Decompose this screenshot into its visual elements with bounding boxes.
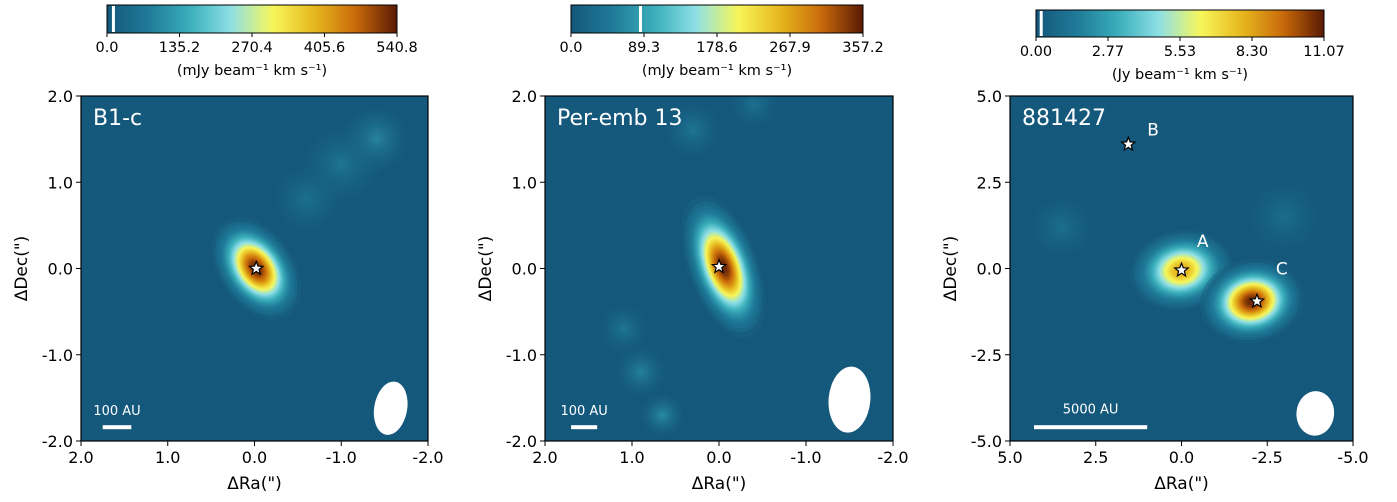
source-label: C xyxy=(1276,260,1288,280)
panel-per-emb-13: 0.0 89.3 178.6 267.9 357.2 2.0 1.0 0.0 -1.0 -2.0… xyxy=(476,4,909,494)
y-axis-label: ΔDec(") xyxy=(12,236,32,302)
y-tick-label: 0.0 xyxy=(512,260,537,279)
colorbar-tick-label: 267.9 xyxy=(769,40,811,56)
y-tick-label: 1.0 xyxy=(48,173,73,192)
axes: 2.0 1.0 0.0 -1.0 -2.0 -2.0 -1.0 0.0 1.0 2.0 xyxy=(506,87,909,467)
colorbar-tick-label: 5.53 xyxy=(1164,44,1196,60)
star-marker xyxy=(1248,292,1266,309)
star-marker xyxy=(247,259,265,276)
panel-label: B1-c xyxy=(93,106,142,131)
x-tick-label: 2.0 xyxy=(532,448,557,467)
y-axis-label: ΔDec(") xyxy=(941,236,961,302)
panel-881427: 0.00 2.77 5.53 8.30 11.07 A C B 5.0 2.5 0.0 -2.5 -… xyxy=(941,9,1369,494)
colorbar-tick-label: 0.0 xyxy=(95,40,118,56)
axes: 5.0 2.5 0.0 -2.5 -5.0 -5.0 -2.5 0.0 2.5 5.0 xyxy=(971,87,1369,467)
y-tick-label: -2.5 xyxy=(971,346,1002,365)
beam-ellipse xyxy=(1296,391,1335,436)
colorbar-tick-label: 357.2 xyxy=(842,40,884,56)
x-axis-label: ΔRa(") xyxy=(692,474,747,494)
colorbar: 0.00 2.77 5.53 8.30 11.07 xyxy=(1020,9,1345,60)
x-tick-label: -2.0 xyxy=(412,448,443,467)
colorbar-label: (mJy beam⁻¹ km s⁻¹) xyxy=(642,63,792,79)
panel-b1-c: 0.0 135.2 270.4 405.6 540.8 2.0 1.0 0.0 -1.0 -2.… xyxy=(12,4,444,494)
y-tick-label: 2.0 xyxy=(512,87,537,106)
y-tick-label: -2.0 xyxy=(42,432,73,451)
panel-label: Per-emb 13 xyxy=(557,106,683,131)
x-tick-label: 5.0 xyxy=(997,448,1022,467)
y-tick-label: 1.0 xyxy=(512,173,537,192)
colorbar-tick-label: 0.00 xyxy=(1020,44,1052,60)
star-marker xyxy=(1173,261,1190,278)
colorbar-tick-label: 2.77 xyxy=(1092,44,1124,60)
diffuse-emission xyxy=(1236,168,1333,265)
colorbar-tick-label: 0.0 xyxy=(559,40,582,56)
scalebar xyxy=(571,425,598,430)
x-tick-label: 0.0 xyxy=(242,448,267,467)
emission-source-c xyxy=(1199,259,1304,344)
y-tick-label: 5.0 xyxy=(977,87,1002,106)
diffuse-emission xyxy=(263,156,350,243)
x-tick-label: -1.0 xyxy=(326,448,357,467)
star-marker xyxy=(710,258,728,274)
colorbar-tick-label: 89.3 xyxy=(628,40,660,56)
colorbar-tick-label: 540.8 xyxy=(376,40,418,56)
beam-ellipse xyxy=(373,381,408,435)
star-marker xyxy=(1120,135,1137,152)
colorbar-tick-label: 270.4 xyxy=(231,40,273,56)
diffuse-emission xyxy=(636,389,689,441)
y-tick-label: -1.0 xyxy=(42,346,73,365)
colorbar-label: (Jy beam⁻¹ km s⁻¹) xyxy=(1112,67,1248,83)
x-tick-label: 0.0 xyxy=(1169,448,1194,467)
x-tick-label: -2.0 xyxy=(877,448,908,467)
source-label: B xyxy=(1147,121,1159,141)
diffuse-emission xyxy=(592,298,654,360)
scalebar-label: 5000 AU xyxy=(1063,402,1119,417)
x-tick-label: 1.0 xyxy=(619,448,644,467)
colorbar-gradient xyxy=(570,4,864,34)
diffuse-emission xyxy=(658,96,728,166)
y-axis-label: ΔDec(") xyxy=(476,236,496,302)
beam-ellipse xyxy=(828,366,871,433)
diffuse-emission xyxy=(723,96,785,136)
colorbar-tick-label: 178.6 xyxy=(696,40,738,56)
x-tick-label: -1.0 xyxy=(790,448,821,467)
scalebar-label: 100 AU xyxy=(560,404,607,419)
colorbar: 0.0 89.3 178.6 267.9 357.2 xyxy=(559,4,884,56)
colorbar-label: (mJy beam⁻¹ km s⁻¹) xyxy=(177,63,327,79)
colorbar-gradient xyxy=(106,4,398,34)
x-tick-label: 0.0 xyxy=(706,448,731,467)
colorbar-tick-label: 11.07 xyxy=(1303,44,1345,60)
x-tick-label: -5.0 xyxy=(1337,448,1368,467)
intensity-map xyxy=(81,96,428,441)
y-tick-label: 0.0 xyxy=(48,260,73,279)
colorbar: 0.0 135.2 270.4 405.6 540.8 xyxy=(95,4,418,56)
intensity-map: A C B xyxy=(1010,96,1353,441)
scalebar xyxy=(1034,425,1148,430)
x-tick-label: 2.5 xyxy=(1083,448,1108,467)
y-tick-label: -2.0 xyxy=(506,432,537,451)
x-tick-label: 2.0 xyxy=(68,448,93,467)
colorbar-gradient xyxy=(1035,9,1325,38)
scalebar-label: 100 AU xyxy=(93,404,140,419)
y-tick-label: 2.5 xyxy=(977,173,1002,192)
scalebar xyxy=(102,425,132,430)
y-tick-label: -5.0 xyxy=(971,432,1002,451)
y-tick-label: 2.0 xyxy=(48,87,73,106)
colorbar-tick-label: 8.30 xyxy=(1236,44,1268,60)
source-label: A xyxy=(1197,232,1209,252)
axes: 2.0 1.0 0.0 -1.0 -2.0 -2.0 -1.0 0.0 1.0 2.0 xyxy=(42,87,444,467)
y-tick-label: -1.0 xyxy=(506,346,537,365)
y-tick-label: 0.0 xyxy=(977,260,1002,279)
colorbar-tick-label: 405.6 xyxy=(304,40,346,56)
x-tick-label: 1.0 xyxy=(155,448,180,467)
panel-label: 881427 xyxy=(1022,106,1106,131)
x-axis-label: ΔRa(") xyxy=(227,474,282,494)
x-tick-label: -2.5 xyxy=(1252,448,1283,467)
x-axis-label: ΔRa(") xyxy=(1154,474,1209,494)
intensity-map xyxy=(545,96,893,441)
diffuse-emission xyxy=(1020,185,1103,269)
colorbar-tick-label: 135.2 xyxy=(159,40,201,56)
